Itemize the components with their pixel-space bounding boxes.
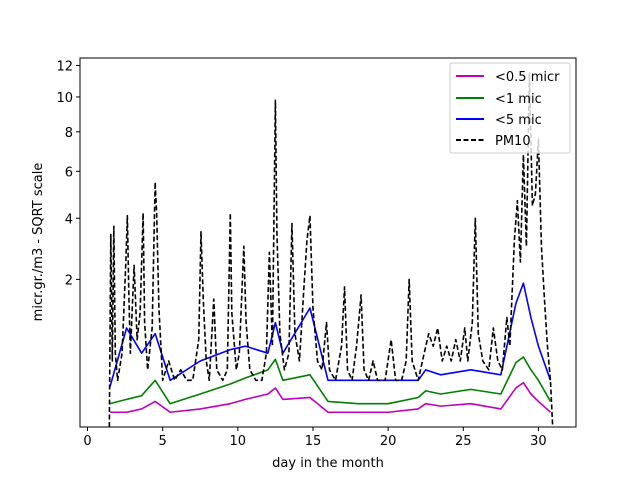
y-tick-label-5: 12 [56, 59, 73, 74]
legend: <0.5 micr <1 mic <5 mic PM10 [449, 62, 571, 154]
series-line-3 [108, 72, 554, 427]
legend-label-1: <1 mic [495, 92, 542, 107]
y-axis-label: micr.gr./m3 - SQRT scale [31, 163, 46, 322]
x-axis: 0 5 10 15 20 25 30 [83, 427, 547, 449]
legend-box [449, 62, 571, 154]
legend-label-0: <0.5 micr [495, 70, 560, 85]
y-tick-label-4: 10 [56, 91, 73, 106]
series-line-1 [109, 356, 552, 405]
x-axis-label: day in the month [272, 456, 384, 471]
y-tick-label-1: 4 [65, 212, 73, 227]
series-layer [108, 72, 554, 427]
x-tick-label-4: 20 [380, 434, 397, 449]
x-tick-label-2: 10 [230, 434, 247, 449]
x-tick-label-3: 15 [305, 434, 322, 449]
y-tick-label-0: 2 [65, 273, 73, 288]
y-axis: 2 4 6 8 10 12 [56, 59, 80, 288]
plot-area-frame [79, 57, 577, 428]
y-tick-label-3: 8 [65, 126, 73, 141]
legend-label-3: PM10 [495, 134, 531, 149]
x-tick-label-5: 25 [455, 434, 472, 449]
y-tick-label-2: 6 [65, 165, 73, 180]
legend-label-2: <5 mic [495, 113, 542, 128]
x-tick-label-6: 30 [530, 434, 547, 449]
x-tick-label-0: 0 [83, 434, 91, 449]
x-tick-label-1: 5 [159, 434, 167, 449]
series-line-0 [110, 381, 551, 414]
series-line-2 [109, 282, 552, 387]
